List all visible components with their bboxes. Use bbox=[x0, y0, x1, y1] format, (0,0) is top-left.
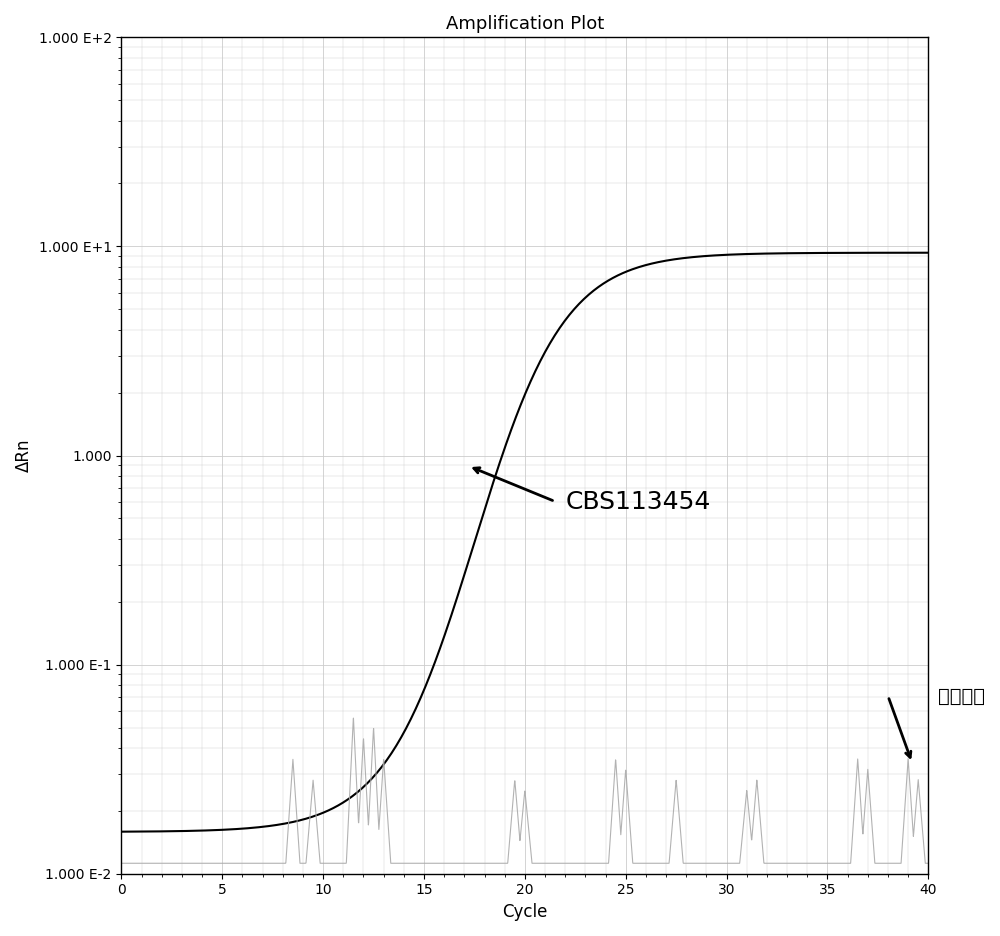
Y-axis label: ΔRn: ΔRn bbox=[15, 439, 33, 473]
X-axis label: Cycle: Cycle bbox=[502, 903, 548, 921]
Title: Amplification Plot: Amplification Plot bbox=[446, 15, 604, 33]
Text: 其他菌株: 其他菌株 bbox=[938, 686, 985, 706]
Text: CBS113454: CBS113454 bbox=[565, 490, 711, 514]
